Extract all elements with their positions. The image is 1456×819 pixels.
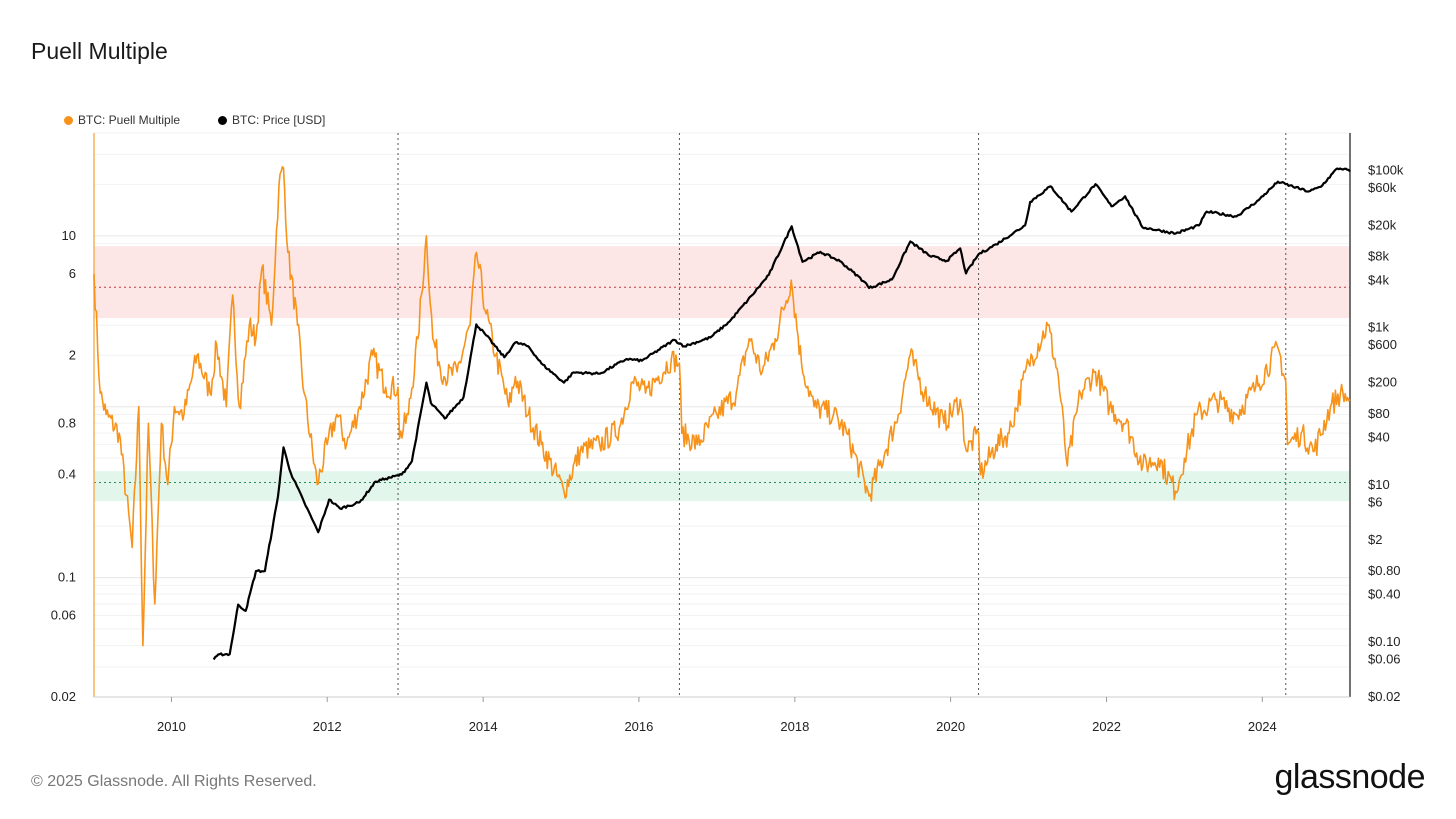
right-axis-tick-label: $0.02: [1368, 689, 1401, 704]
right-axis-tick-label: $100k: [1368, 162, 1404, 177]
right-axis-tick-label: $200: [1368, 375, 1397, 390]
right-axis-tick-label: $40: [1368, 430, 1390, 445]
chart-title: Puell Multiple: [31, 38, 168, 64]
left-axis-tick-label: 0.4: [58, 467, 76, 482]
right-axis-tick-label: $600: [1368, 337, 1397, 352]
x-axis-tick-label: 2010: [157, 719, 186, 734]
right-axis-tick-label: $1k: [1368, 320, 1389, 335]
legend-label-puell: BTC: Puell Multiple: [78, 113, 181, 127]
x-axis-tick-label: 2012: [313, 719, 342, 734]
right-axis-tick-label: $0.80: [1368, 563, 1401, 578]
x-axis-tick-label: 2022: [1092, 719, 1121, 734]
glassnode-logo: glassnode: [1274, 758, 1425, 796]
legend-label-price: BTC: Price [USD]: [232, 113, 326, 127]
left-axis-tick-label: 2: [69, 347, 76, 362]
right-axis-tick-label: $0.10: [1368, 634, 1401, 649]
right-axis-tick-label: $0.40: [1368, 587, 1401, 602]
x-axis-tick-label: 2018: [780, 719, 809, 734]
right-axis-tick-label: $60k: [1368, 180, 1397, 195]
right-axis-tick-label: $0.06: [1368, 652, 1401, 667]
x-axis-tick-label: 2020: [936, 719, 965, 734]
left-axis-tick-label: 0.06: [51, 607, 76, 622]
left-axis-tick-label: 0.1: [58, 570, 76, 585]
left-axis-tick-label: 6: [69, 266, 76, 281]
x-axis-tick-label: 2024: [1248, 719, 1277, 734]
puell-multiple-line: [93, 166, 1351, 647]
right-axis-tick-label: $20k: [1368, 217, 1397, 232]
copyright-notice: © 2025 Glassnode. All Rights Reserved.: [31, 773, 317, 790]
left-axis-tick-label: 10: [62, 228, 76, 243]
legend-item-puell[interactable]: BTC: Puell Multiple: [64, 113, 180, 127]
overvalued-band: [94, 246, 1350, 319]
right-axis-tick-label: $6: [1368, 494, 1382, 509]
right-axis-tick-label: $8k: [1368, 249, 1389, 264]
right-axis-tick-label: $2: [1368, 532, 1382, 547]
right-axis-tick-label: $80: [1368, 406, 1390, 421]
left-axis-tick-label: 0.8: [58, 415, 76, 430]
x-axis-tick-label: 2014: [469, 719, 498, 734]
legend-dot-icon: [64, 115, 73, 125]
right-axis-tick-label: $4k: [1368, 272, 1389, 287]
btc-price-line: [212, 167, 1351, 661]
right-axis-tick-label: $10: [1368, 477, 1390, 492]
legend-item-price[interactable]: BTC: Price [USD]: [218, 113, 325, 127]
x-axis-tick-label: 2016: [624, 719, 653, 734]
undervalued-band: [94, 471, 1350, 502]
left-axis-tick-label: 0.02: [51, 689, 76, 704]
legend-dot-icon: [218, 115, 228, 125]
chart-legend: BTC: Puell Multiple BTC: Price [USD]: [64, 113, 325, 127]
